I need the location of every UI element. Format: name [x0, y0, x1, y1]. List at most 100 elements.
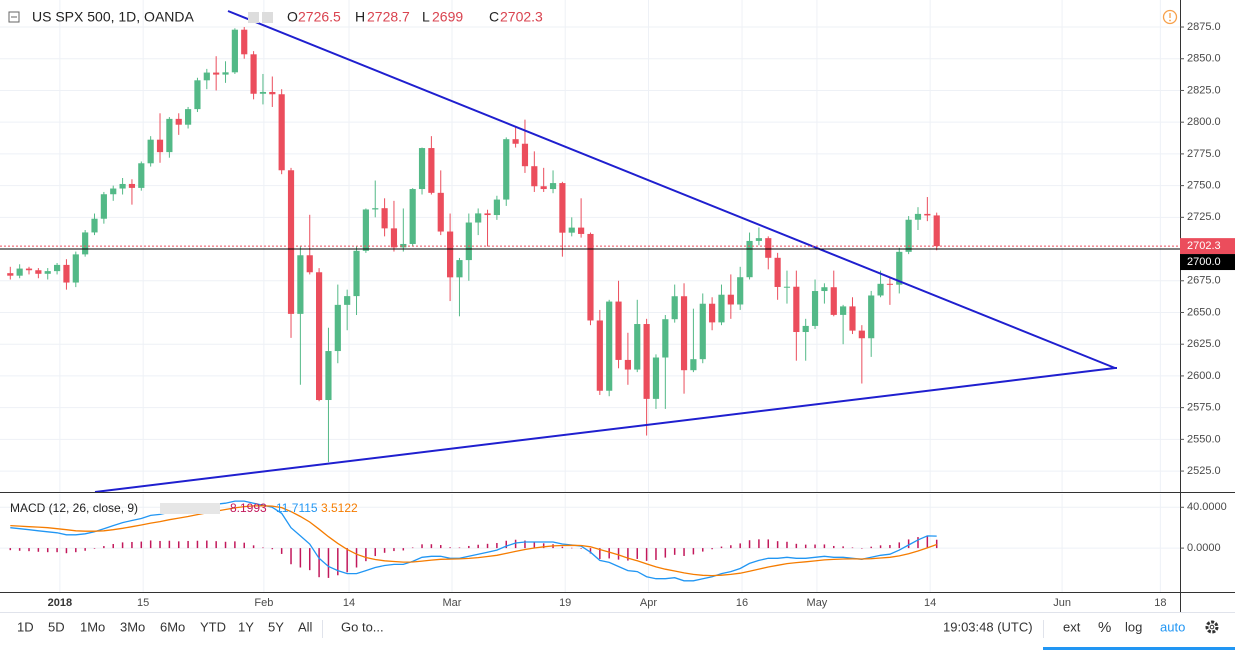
macd-histogram-bar: [215, 541, 217, 549]
macd-histogram-bar: [9, 548, 12, 551]
indicator-icons[interactable]: [160, 503, 220, 514]
range-button[interactable]: 6Mo: [160, 619, 185, 634]
macd-histogram-bar: [224, 541, 227, 549]
range-button[interactable]: 5D: [48, 619, 65, 634]
candle-body: [493, 199, 500, 216]
candle-body: [222, 72, 229, 75]
auto-toggle[interactable]: auto: [1160, 619, 1185, 634]
macd-histogram-bar: [327, 548, 330, 578]
candle-body: [568, 227, 575, 233]
candle-body: [91, 218, 98, 233]
candle-body: [643, 324, 650, 399]
candle-body: [737, 277, 744, 305]
macd-histogram-bar: [739, 543, 741, 549]
macd-histogram-bar: [655, 548, 657, 560]
candle-body: [746, 240, 753, 278]
candle-body: [587, 233, 594, 321]
candle-body: [549, 183, 557, 190]
range-button[interactable]: 5Y: [268, 619, 284, 634]
candle-body: [325, 351, 332, 401]
y-tick-label: 2550.0: [1187, 433, 1221, 445]
candle-body: [316, 272, 323, 401]
candle-body: [774, 257, 781, 287]
y-tick-label: 2825.0: [1187, 84, 1221, 96]
y-tick-label: 2800.0: [1187, 116, 1221, 128]
header-icon[interactable]: [262, 12, 273, 23]
y-tick-label: 2725.0: [1187, 211, 1221, 223]
range-button[interactable]: 1Y: [238, 619, 254, 634]
candle-body: [25, 268, 33, 271]
macd-histogram-bar: [571, 547, 573, 549]
candle-body: [306, 255, 313, 273]
macd-histogram-bar: [477, 544, 479, 549]
range-button[interactable]: YTD: [200, 619, 226, 634]
macd-histogram-bar: [804, 544, 807, 549]
collapse-icon[interactable]: [8, 11, 20, 23]
macd-histogram-bar: [580, 548, 582, 549]
x-tick-label: 16: [736, 597, 748, 609]
range-button[interactable]: All: [298, 619, 313, 634]
alert-icon[interactable]: [1162, 9, 1178, 25]
macd-histogram-bar: [308, 548, 311, 571]
x-tick-label: 19: [559, 597, 571, 609]
y-tick-label: 40.0000: [1187, 501, 1227, 513]
toolbar: [0, 612, 1235, 650]
candle-body: [372, 208, 379, 210]
range-button[interactable]: 1D: [17, 619, 34, 634]
candle-body: [578, 227, 585, 234]
macd-histogram-bar: [365, 548, 367, 562]
macd-histogram-bar: [898, 542, 901, 549]
goto-button[interactable]: Go to...: [341, 619, 384, 634]
candle-body: [297, 255, 304, 314]
alert-icon: [1169, 19, 1171, 22]
candle-body: [690, 359, 697, 371]
header-icon[interactable]: [248, 12, 259, 23]
macd-histogram-bar: [870, 546, 872, 549]
candle-body: [7, 273, 14, 276]
candle-body: [437, 192, 444, 232]
macd-title: MACD (12, 26, close, 9): [10, 501, 138, 515]
macd-histogram-bar: [664, 548, 667, 558]
settings-icon[interactable]: [1205, 620, 1219, 634]
macd-histogram-bar: [37, 548, 40, 552]
candle-body: [110, 188, 117, 195]
macd-histogram-bar: [673, 548, 676, 555]
macd-histogram-bar: [636, 548, 639, 559]
ohlc-value: 2726.5: [298, 9, 341, 25]
macd-line-value: 11.7115: [276, 501, 318, 515]
macd-histogram-bar: [262, 547, 264, 549]
x-tick-label: 14: [343, 597, 355, 609]
macd-histogram-bar: [617, 548, 620, 560]
candle-body: [400, 243, 407, 248]
log-toggle[interactable]: log: [1125, 619, 1142, 634]
macd-histogram-bar: [458, 547, 461, 549]
macd-histogram-bar: [561, 546, 564, 549]
percent-toggle[interactable]: %: [1098, 619, 1111, 636]
x-tick-label: 2018: [48, 597, 72, 609]
x-tick-label: 18: [1154, 597, 1166, 609]
macd-histogram-bar: [514, 539, 517, 549]
candle-body: [559, 183, 566, 233]
macd-histogram-bar: [627, 548, 629, 561]
macd-histogram-bar: [18, 548, 21, 551]
trend-line: [94, 367, 1116, 493]
range-button[interactable]: 3Mo: [120, 619, 145, 634]
candle-body: [727, 294, 734, 305]
candle-body: [381, 208, 388, 229]
macd-histogram-bar: [421, 544, 423, 549]
macd-histogram-bar: [374, 548, 376, 557]
macd-line: [10, 500, 937, 582]
range-button[interactable]: 1Mo: [80, 619, 105, 634]
candle-body: [53, 264, 61, 272]
hline-label-box: [1180, 254, 1235, 271]
ohlc-label: O: [287, 9, 298, 25]
candle-body: [802, 325, 809, 333]
candle-body: [680, 296, 688, 371]
ohlc-value: 2728.7: [367, 9, 410, 25]
macd-histogram-bar: [720, 546, 723, 549]
candle-body: [755, 238, 762, 241]
macd-histogram-bar: [337, 548, 339, 576]
candle-body: [213, 72, 220, 75]
ext-toggle[interactable]: ext: [1063, 619, 1081, 634]
